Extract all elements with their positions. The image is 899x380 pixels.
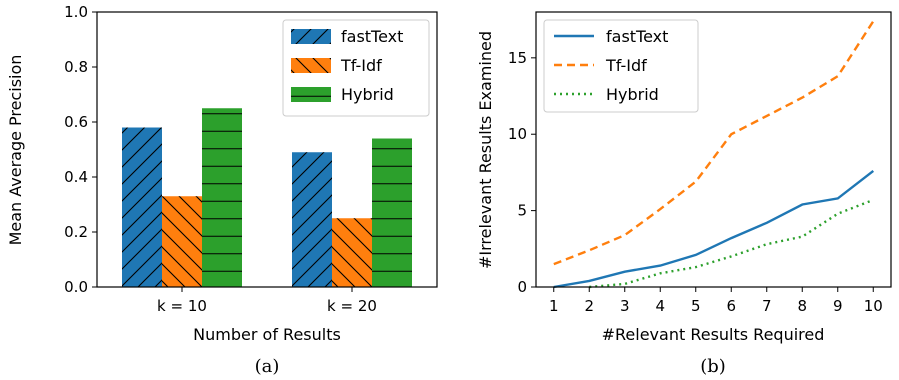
legend-swatch-hatch xyxy=(291,29,331,44)
x-tick-label: 3 xyxy=(620,297,630,315)
y-axis-ticks: 0 5 10 15 xyxy=(508,49,536,296)
x-axis-label: #Relevant Results Required xyxy=(602,325,825,344)
caption-b: (b) xyxy=(700,356,726,377)
bar-hatch xyxy=(122,127,162,287)
series-line xyxy=(553,169,875,289)
line-group xyxy=(553,20,875,289)
y-tick-label: 10 xyxy=(508,125,527,143)
legend-swatch-hatch xyxy=(291,87,331,102)
y-tick-label: 0.0 xyxy=(64,278,88,296)
y-tick-label: 0.6 xyxy=(64,113,88,131)
x-tick-label: 4 xyxy=(655,297,665,315)
x-tick-label: k = 20 xyxy=(327,297,377,315)
bar-hatch xyxy=(202,108,242,287)
y-tick-label: 0.4 xyxy=(64,168,88,186)
bar-hatch xyxy=(332,218,372,287)
x-axis-ticks: 1 2 3 4 5 6 7 8 9 10 xyxy=(549,287,883,315)
bar-hatch xyxy=(372,138,412,287)
y-tick-label: 15 xyxy=(508,49,527,67)
caption-a: (a) xyxy=(255,356,280,377)
series-line xyxy=(589,198,874,289)
y-tick-label: 0.8 xyxy=(64,58,88,76)
legend-label: fastText xyxy=(606,27,668,46)
x-axis-label: Number of Results xyxy=(193,325,341,344)
legend-label: fastText xyxy=(341,27,403,46)
bar-chart-panel: 0.0 0.2 0.4 0.6 0.8 1.0 k = 10 k = 20 Number o… xyxy=(6,3,438,377)
y-tick-label: 1.0 xyxy=(64,3,88,21)
bar-hatch xyxy=(292,152,332,287)
y-axis-label: #Irrelevant Results Examined xyxy=(476,31,495,269)
y-tick-label: 0.2 xyxy=(64,223,88,241)
y-axis-label: Mean Average Precision xyxy=(6,55,25,246)
legend-box xyxy=(543,19,699,113)
x-tick-label: 7 xyxy=(762,297,772,315)
y-tick-label: 5 xyxy=(517,202,527,220)
legend: fastText Tf-Idf Hybrid xyxy=(543,19,699,113)
x-tick-label: 9 xyxy=(833,297,843,315)
line-chart-panel: 0 5 10 15 1 2 3 4 5 6 7 8 9 10 #Relevant Results Req… xyxy=(476,11,892,377)
legend: fastText Tf-Idf Hybrid xyxy=(282,19,430,117)
x-tick-label: 2 xyxy=(584,297,594,315)
x-tick-label: 1 xyxy=(549,297,559,315)
x-tick-label: 5 xyxy=(691,297,701,315)
legend-label: Tf-Idf xyxy=(605,56,647,75)
legend-label: Hybrid xyxy=(341,85,394,104)
bar-group xyxy=(122,108,412,287)
x-tick-label: k = 10 xyxy=(157,297,207,315)
series-line xyxy=(553,20,875,266)
legend-label: Tf-Idf xyxy=(340,56,382,75)
y-tick-label: 0 xyxy=(517,278,527,296)
x-tick-label: 10 xyxy=(864,297,883,315)
x-axis-ticks: k = 10 k = 20 xyxy=(157,287,377,315)
plot-frame xyxy=(535,11,892,288)
plot-frame xyxy=(96,11,438,288)
bar-hatch xyxy=(162,196,202,287)
legend-label: Hybrid xyxy=(606,85,659,104)
legend-swatch-hatch xyxy=(291,58,331,73)
x-tick-label: 6 xyxy=(726,297,736,315)
x-tick-label: 8 xyxy=(797,297,807,315)
y-axis-ticks: 0.0 0.2 0.4 0.6 0.8 1.0 xyxy=(64,3,97,296)
